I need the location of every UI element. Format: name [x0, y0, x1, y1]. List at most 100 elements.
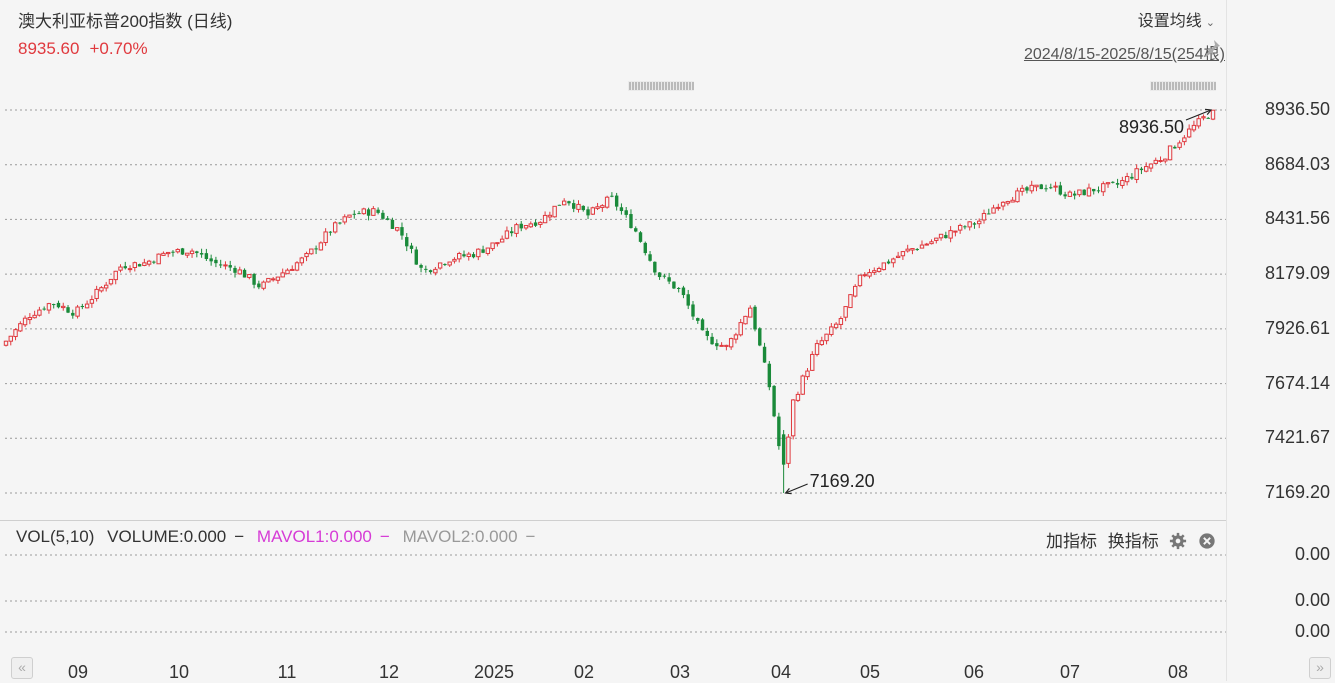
- candle-body: [1130, 176, 1134, 179]
- candle-body: [118, 266, 123, 271]
- candle-body: [1101, 183, 1106, 193]
- y-tick-label: 7674.14: [1265, 372, 1331, 393]
- candle-body: [728, 338, 734, 348]
- candle-body: [738, 322, 743, 336]
- candle-body: [733, 334, 739, 340]
- candle-body: [963, 226, 967, 228]
- candle-body: [867, 272, 872, 277]
- candle-body: [42, 308, 46, 310]
- close-icon[interactable]: [1198, 532, 1216, 550]
- candle-body: [710, 336, 714, 345]
- candle-body: [443, 264, 447, 266]
- candle-body: [22, 317, 28, 326]
- candle-body: [705, 330, 710, 336]
- candle-body: [676, 287, 681, 289]
- candle-body: [862, 274, 867, 277]
- candle-body: [552, 205, 557, 218]
- candle-body: [719, 344, 724, 347]
- x-tick-label: 08: [1167, 662, 1189, 682]
- candle-body: [957, 224, 963, 231]
- candlestick-chart[interactable]: 8936.50 7169.20: [0, 0, 1226, 520]
- candle-body: [629, 214, 633, 229]
- candle-body: [672, 281, 676, 289]
- candle-body: [504, 230, 510, 239]
- candle-body: [366, 209, 371, 216]
- candle-body: [881, 262, 887, 271]
- scroll-left-button[interactable]: «: [11, 657, 33, 679]
- candle-body: [795, 393, 801, 401]
- candle-body: [1096, 190, 1101, 192]
- candle-body: [481, 249, 485, 253]
- pin-icon[interactable]: [1202, 38, 1222, 58]
- marker-strip: [1150, 81, 1216, 91]
- add-indicator-button[interactable]: 加指标: [1046, 532, 1097, 551]
- candle-body: [886, 261, 891, 264]
- candle-body: [790, 399, 796, 437]
- candle-body: [146, 260, 152, 265]
- page-title: 澳大利亚标普200指数 (日线): [18, 12, 233, 31]
- candle-body: [462, 254, 466, 257]
- candle-body: [857, 274, 863, 287]
- candle-body: [614, 195, 619, 207]
- date-range[interactable]: 2024/8/15-2025/8/15(254根): [1023, 46, 1225, 63]
- switch-indicator-button[interactable]: 换指标: [1107, 532, 1159, 551]
- scroll-right-button[interactable]: »: [1309, 657, 1331, 679]
- x-tick-label: 12: [378, 662, 400, 682]
- candle-body: [1010, 199, 1015, 203]
- gear-icon[interactable]: [1169, 532, 1187, 550]
- candle-body: [528, 223, 533, 228]
- candle-body: [1049, 187, 1053, 189]
- candle-body: [748, 307, 753, 318]
- volume-tick-label: 0.00: [1295, 544, 1331, 564]
- candle-body: [123, 266, 127, 269]
- candle-body: [218, 264, 223, 266]
- candle-body: [223, 264, 228, 267]
- candle-body: [638, 232, 643, 242]
- candle-body: [89, 299, 95, 304]
- candle-body: [767, 363, 772, 388]
- candle-body: [1163, 158, 1168, 162]
- candle-body: [758, 328, 762, 346]
- candle-body: [786, 436, 791, 464]
- candle-body: [634, 228, 638, 232]
- candles: [3, 109, 1216, 493]
- candle-body: [686, 294, 690, 306]
- candle-body: [953, 230, 958, 233]
- candle-body: [900, 251, 906, 257]
- x-tick-label: 02: [573, 662, 595, 682]
- candle-body: [824, 333, 829, 342]
- candle-body: [1139, 168, 1144, 171]
- candle-body: [270, 278, 276, 281]
- candle-body: [810, 353, 815, 371]
- candle-body: [610, 195, 614, 197]
- candle-body: [304, 252, 309, 258]
- candle-body: [1025, 187, 1029, 191]
- candle-body: [929, 241, 934, 245]
- candle-body: [519, 223, 523, 229]
- candle-body: [624, 210, 628, 215]
- top-markers: [628, 81, 1216, 91]
- candle-body: [829, 326, 834, 335]
- candle-body: [581, 205, 585, 211]
- candle-body: [495, 242, 500, 245]
- volume-dash: −: [234, 527, 245, 546]
- candle-body: [643, 242, 647, 254]
- candle-body: [437, 262, 443, 269]
- ma-setting-button[interactable]: 设置均线 ⌄: [1138, 7, 1215, 31]
- volume-chart[interactable]: [0, 521, 1226, 651]
- candle-body: [619, 207, 624, 212]
- x-tick-label: 06: [963, 662, 985, 682]
- candle-body: [1077, 189, 1082, 196]
- candle-body: [1173, 146, 1177, 149]
- candle-body: [132, 262, 138, 269]
- candle-body: [1034, 184, 1039, 188]
- candle-body: [981, 212, 987, 221]
- candle-body: [294, 262, 300, 271]
- candle-body: [781, 434, 786, 465]
- annotation-label: 7169.20: [810, 471, 875, 491]
- candle-body: [189, 250, 195, 255]
- candle-body: [3, 340, 9, 346]
- annotation-label: 8936.50: [1119, 117, 1184, 137]
- x-tick-label: 04: [770, 662, 792, 682]
- candle-body: [919, 244, 925, 249]
